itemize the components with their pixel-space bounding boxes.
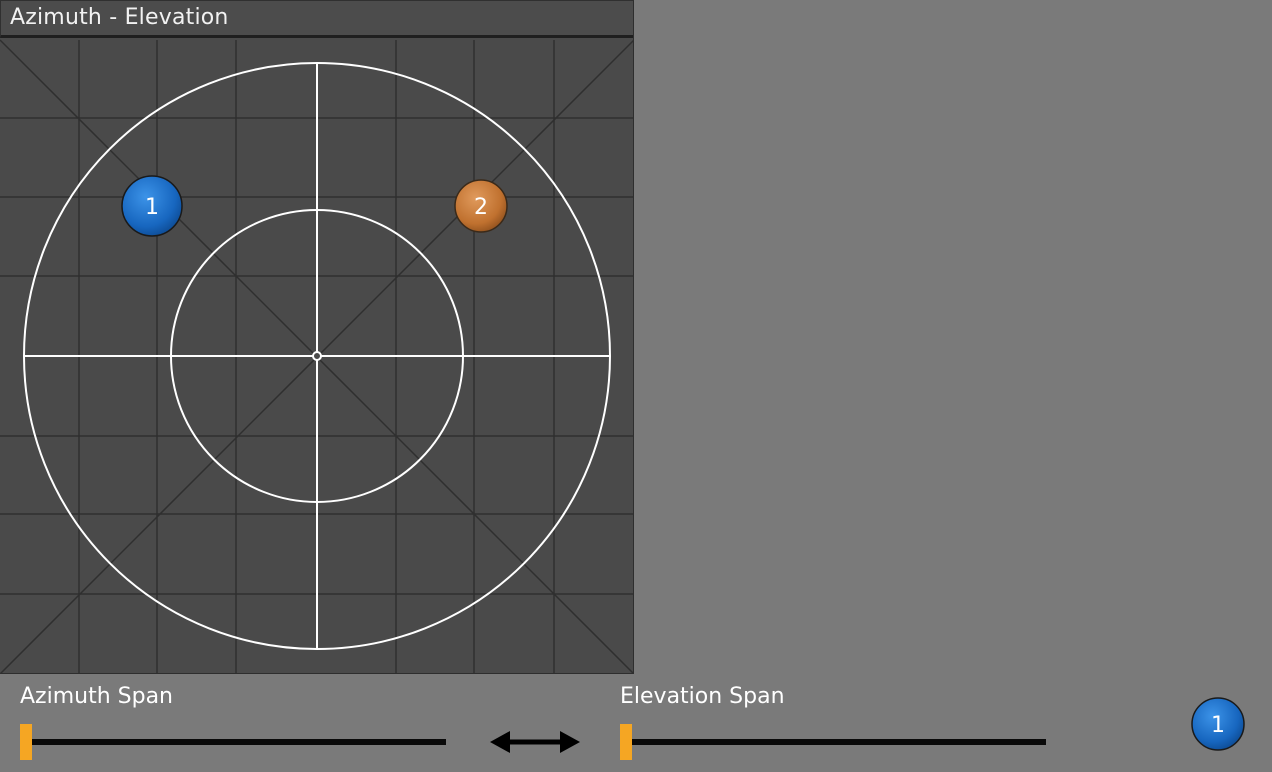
source-marker-1[interactable]: 1 bbox=[121, 175, 183, 237]
polar-grid: 1 2 bbox=[0, 39, 634, 674]
double-arrow-icon[interactable] bbox=[488, 728, 582, 756]
source-marker-2[interactable]: 2 bbox=[454, 179, 508, 233]
elevation-span-track[interactable] bbox=[620, 739, 1046, 745]
elevation-span-slider[interactable] bbox=[620, 724, 1046, 760]
selected-source-badge[interactable]: 1 bbox=[1190, 696, 1248, 754]
selected-source-badge-label: 1 bbox=[1211, 713, 1225, 738]
panel-header: Azimuth - Elevation bbox=[0, 0, 633, 38]
elevation-span-label: Elevation Span bbox=[620, 684, 785, 709]
source-marker-1-label: 1 bbox=[145, 195, 159, 220]
elevation-span-thumb[interactable] bbox=[620, 724, 632, 760]
azimuth-span-track[interactable] bbox=[20, 739, 446, 745]
azimuth-elevation-panel: 1 2 Azimuth - Elevation bbox=[0, 0, 634, 674]
azimuth-elevation-plot[interactable]: 1 2 bbox=[0, 0, 634, 674]
panel-title: Azimuth - Elevation bbox=[10, 5, 229, 30]
polar-rings bbox=[23, 62, 611, 650]
azimuth-span-slider[interactable] bbox=[20, 724, 446, 760]
azimuth-span-label: Azimuth Span bbox=[20, 684, 174, 709]
azimuth-span-thumb[interactable] bbox=[20, 724, 32, 760]
source-marker-2-label: 2 bbox=[474, 195, 488, 220]
